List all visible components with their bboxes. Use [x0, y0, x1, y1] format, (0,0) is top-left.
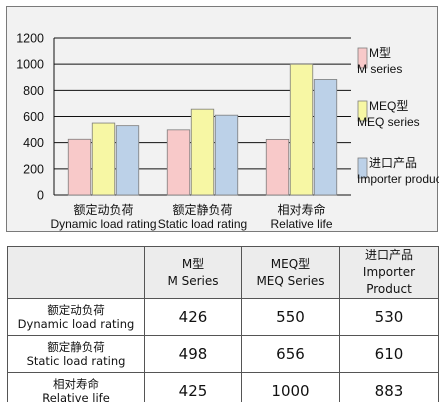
comparison-table: M型 M Series MEQ型 MEQ Series 进口产品 Importer P…	[7, 246, 439, 402]
y-tick-label: 200	[23, 162, 44, 176]
bar	[313, 79, 338, 196]
row-label-relative-life: 相对寿命 Relative life	[7, 372, 145, 402]
bar	[115, 125, 140, 196]
cell-value: 883	[339, 372, 439, 402]
x-tick-label: Relative life	[270, 217, 332, 231]
cell-value: 656	[241, 335, 340, 373]
legend-label: MEQ型	[369, 99, 408, 113]
table-row: 额定动负荷 Dynamic load rating 426 550 530	[7, 298, 439, 336]
bar	[190, 108, 215, 196]
legend-swatch	[357, 157, 368, 179]
row-label-en: Static load rating	[26, 354, 126, 368]
bar	[166, 129, 191, 196]
chart-panel: 0 200 400 600 800 1000 1200 额定动负荷 Dynamic load r…	[6, 6, 439, 232]
legend-swatch	[357, 100, 368, 122]
y-tick-label: 0	[37, 189, 44, 203]
row-label-cn: 额定动负荷	[47, 303, 105, 317]
legend-swatch	[357, 47, 368, 69]
y-tick-label: 600	[23, 110, 44, 124]
table-row: 相对寿命 Relative life 425 1000 883	[7, 372, 439, 402]
row-label-en: Dynamic load rating	[17, 317, 135, 331]
x-tick-label: 额定动负荷	[73, 202, 133, 217]
header-cn: 进口产品	[364, 248, 413, 262]
header-cn: MEQ型	[270, 256, 311, 271]
legend-label: MEQ series	[357, 115, 420, 129]
header-m-series: M型 M Series	[144, 246, 242, 299]
bar	[67, 138, 92, 196]
y-tick-label: 800	[23, 84, 44, 98]
cell-value: 498	[144, 335, 242, 373]
cell-value: 1000	[241, 372, 340, 402]
cell-value: 530	[339, 298, 439, 336]
header-en: M Series	[167, 273, 219, 288]
x-tick-label: Static load rating	[158, 217, 247, 231]
y-tick-label: 1200	[16, 32, 44, 46]
table-header-row: M型 M Series MEQ型 MEQ Series 进口产品 Importer P…	[7, 246, 439, 299]
bar	[91, 122, 116, 196]
cell-value: 425	[144, 372, 242, 402]
cell-value: 426	[144, 298, 242, 336]
header-importer-product: 进口产品 Importer Product	[339, 246, 439, 299]
cell-value: 550	[241, 298, 340, 336]
header-meq-series: MEQ型 MEQ Series	[241, 246, 340, 299]
y-tick-label: 1000	[16, 58, 44, 72]
x-tick-label: 相对寿命	[277, 202, 325, 217]
row-label-en: Relative life	[42, 391, 110, 402]
y-tick-label: 400	[23, 136, 44, 150]
header-cn: M型	[181, 256, 205, 271]
row-label-static-load: 额定静负荷 Static load rating	[7, 335, 145, 373]
legend-label: 进口产品	[369, 156, 417, 170]
row-label-cn: 额定静负荷	[47, 340, 105, 354]
bar	[265, 138, 290, 196]
header-en: Importer Product	[362, 265, 416, 296]
row-label-dynamic-load: 额定动负荷 Dynamic load rating	[7, 298, 145, 336]
table-row: 额定静负荷 Static load rating 498 656 610	[7, 335, 439, 373]
bar	[214, 114, 239, 196]
x-tick-label: Dynamic load rating	[50, 217, 156, 231]
bar	[289, 63, 314, 196]
x-tick-label: 额定静负荷	[172, 202, 232, 217]
legend-label: M型	[369, 46, 391, 60]
cell-value: 610	[339, 335, 439, 373]
row-label-cn: 相对寿命	[53, 377, 99, 391]
legend-label: M series	[357, 62, 402, 76]
legend-label: Importer product	[357, 172, 439, 186]
header-cell-empty	[7, 246, 145, 299]
header-en: MEQ Series	[256, 273, 325, 288]
